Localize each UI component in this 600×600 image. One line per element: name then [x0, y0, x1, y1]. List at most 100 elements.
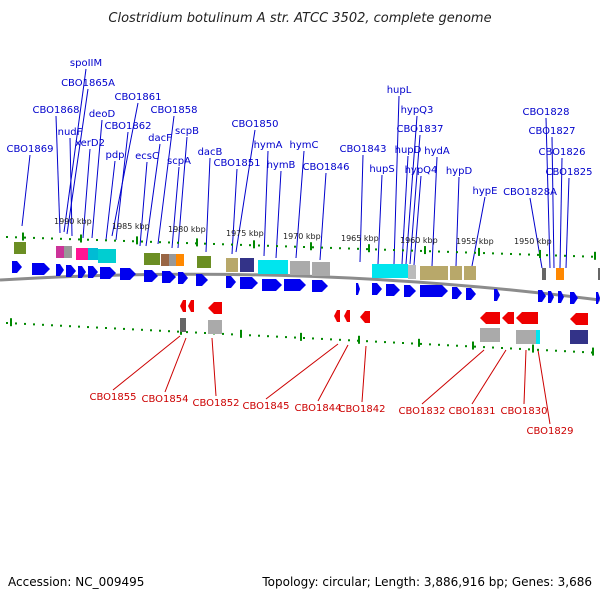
ruler-dot	[69, 325, 71, 328]
feature-box	[480, 328, 500, 342]
scale-label-1980-kbp: 1980 kbp	[168, 225, 206, 234]
leader-lines	[21, 68, 570, 425]
forward-gene-arrow	[538, 290, 546, 302]
forward-gene-arrow	[162, 271, 176, 283]
ruler-dot	[276, 335, 278, 338]
ruler-dot	[429, 250, 431, 253]
forward-gene-arrow	[240, 277, 258, 289]
gene-label-cbo1837: CBO1837	[397, 124, 444, 135]
ruler-dot	[429, 343, 431, 346]
leader-line	[295, 150, 305, 259]
reverse-gene-arrow	[208, 302, 222, 314]
ruler-dot	[249, 244, 251, 247]
leader-line	[205, 157, 211, 253]
ruler-dot	[546, 349, 548, 352]
ruler-dot	[375, 248, 377, 251]
ruler-major-tick	[368, 244, 370, 253]
gene-label-hyda: hydA	[424, 146, 450, 157]
gene-label-cbo1869: CBO1869	[7, 144, 54, 155]
forward-gene-arrow	[178, 272, 188, 284]
feature-box	[180, 318, 186, 332]
leader-line	[69, 137, 73, 237]
ruler-dot	[366, 340, 368, 343]
gene-label-hypq4: hypQ4	[405, 165, 438, 176]
feature-box	[450, 266, 462, 280]
ruler-dot	[303, 337, 305, 339]
reverse-gene-arrow	[570, 313, 588, 325]
leader-line	[115, 131, 129, 241]
ruler-dot	[96, 326, 98, 329]
leader-line	[82, 148, 91, 239]
feature-box	[258, 260, 288, 274]
leader-line	[359, 154, 364, 263]
ruler-major-tick	[594, 251, 596, 260]
ruler-dot	[33, 236, 35, 239]
ruler-dot	[168, 330, 170, 333]
forward-gene-arrow	[372, 283, 382, 295]
leader-line	[66, 88, 89, 235]
ruler-major-tick	[592, 347, 594, 356]
leader-line	[111, 102, 139, 237]
ruler-dot	[501, 347, 503, 349]
leader-line	[139, 161, 148, 247]
ruler-dot	[420, 249, 422, 252]
ruler-major-tick	[136, 236, 138, 245]
ruler-dot	[537, 253, 539, 256]
ruler-dot	[447, 250, 449, 253]
ruler-major-tick	[300, 332, 302, 341]
forward-gene-arrow	[262, 279, 282, 291]
scale-label-1955-kbp: 1955 kbp	[456, 237, 494, 246]
ruler-dot	[24, 236, 26, 239]
forward-gene-arrow	[284, 279, 306, 291]
feature-box	[556, 268, 564, 280]
gene-label-hypd: hypD	[446, 166, 473, 177]
ruler-dot	[33, 323, 35, 326]
leader-line	[164, 337, 187, 393]
ruler-dot	[159, 241, 161, 244]
ruler-dot	[186, 331, 188, 334]
feature-box	[372, 264, 408, 278]
gene-label-spoiim: spoIIM	[70, 58, 102, 69]
ruler-dot	[573, 255, 575, 258]
gene-label-hupd: hupD	[395, 145, 422, 156]
leader-line	[559, 157, 563, 269]
feature-box	[161, 254, 169, 266]
ruler-dot	[150, 329, 152, 332]
feature-box	[76, 248, 88, 260]
ruler-dot	[591, 255, 593, 258]
ruler-dot	[231, 333, 233, 336]
gene-label-cbo1844: CBO1844	[295, 403, 342, 414]
feature-box	[176, 254, 184, 266]
ruler-dot	[438, 250, 440, 253]
ruler-dot	[204, 242, 206, 245]
ruler-dot	[132, 328, 134, 331]
ruler-dot	[177, 241, 179, 244]
ruler-dot	[114, 239, 116, 242]
ruler-dot	[510, 252, 512, 255]
gene-label-cbo1830: CBO1830	[501, 406, 548, 417]
ruler-dot	[474, 345, 476, 348]
forward-gene-arrow	[404, 285, 416, 297]
reverse-gene-arrow	[334, 310, 340, 322]
ruler-dot	[141, 240, 143, 243]
feature-box	[144, 253, 160, 265]
genome-backbone	[0, 272, 600, 302]
ruler-dot	[42, 323, 44, 326]
forward-gene-arrow	[78, 266, 86, 278]
ruler-dot	[150, 240, 152, 243]
ruler-dot	[438, 343, 440, 346]
ruler-dot	[294, 336, 296, 339]
leader-line	[275, 170, 282, 259]
leader-line	[409, 134, 421, 265]
ruler-dot	[51, 237, 53, 240]
forward-gene-arrow	[88, 266, 98, 278]
ruler-dot	[303, 246, 305, 248]
ruler-dot	[411, 249, 413, 252]
gene-label-cbo1825: CBO1825	[546, 167, 593, 178]
ruler-dot	[384, 248, 386, 251]
ruler-dot	[492, 252, 494, 255]
leader-line	[145, 143, 161, 247]
ruler-dot	[456, 251, 458, 254]
leader-line	[317, 344, 349, 402]
